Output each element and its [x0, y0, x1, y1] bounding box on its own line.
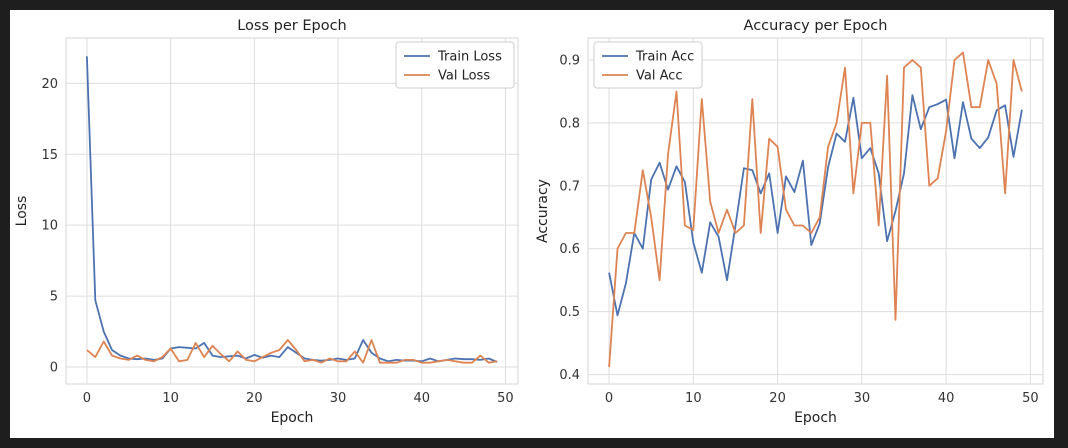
legend: Train Acc Val Acc — [593, 41, 703, 89]
chart-1: 0 10 20 30 40 50 0 5 10 15 20 Loss per Epoch Epoch Lo… — [14, 18, 519, 426]
y-axis-label: Accuracy — [535, 179, 551, 243]
figure: 0 10 20 30 40 50 0 5 10 15 20 Loss per Epoch Epoch Lo… — [10, 10, 1054, 438]
y-axis-label: Loss — [14, 196, 30, 227]
x-tick-label: 10 — [162, 391, 179, 406]
x-tick-label: 20 — [246, 391, 263, 406]
legend-box — [395, 41, 515, 89]
y-tick-label: 0.8 — [559, 116, 580, 131]
series-line-val-acc — [608, 51, 1023, 368]
legend-label: Val Acc — [636, 69, 683, 84]
x-tick-label: 0 — [605, 391, 613, 406]
legend-box — [593, 41, 703, 89]
x-tick-label: 30 — [330, 391, 347, 406]
x-tick-label: 50 — [497, 391, 514, 406]
y-tick-label: 20 — [41, 77, 58, 92]
legend-label: Train Loss — [437, 50, 502, 65]
x-tick-label: 10 — [685, 391, 702, 406]
chart-title: Loss per Epoch — [237, 18, 347, 34]
figure-svg: 0 10 20 30 40 50 0 5 10 15 20 Loss per Epoch Epoch Lo… — [14, 18, 1044, 426]
plot-area — [587, 37, 1044, 385]
x-tick-label: 30 — [854, 391, 871, 406]
y-tick-label: 0.5 — [559, 305, 580, 320]
y-tick-label: 0 — [50, 360, 58, 375]
plot-area — [65, 37, 519, 385]
x-tick-label: 0 — [83, 391, 91, 406]
x-tick-label: 40 — [413, 391, 430, 406]
series-line-train-acc — [608, 94, 1023, 317]
x-tick-label: 20 — [769, 391, 786, 406]
legend-label: Train Acc — [635, 50, 694, 65]
y-tick-label: 0.9 — [559, 54, 580, 69]
x-tick-label: 50 — [1022, 391, 1039, 406]
series-line-val-loss — [86, 339, 498, 364]
y-tick-label: 0.7 — [559, 179, 580, 194]
x-axis-label: Epoch — [271, 410, 314, 426]
chart-2: 0 10 20 30 40 50 0.4 0.5 0.6 0.7 0.8 0.9 Accuracy pe… — [535, 18, 1044, 426]
y-tick-label: 0.6 — [559, 242, 580, 257]
y-tick-label: 0.4 — [559, 368, 580, 383]
y-tick-label: 10 — [41, 219, 58, 234]
legend-label: Val Loss — [438, 69, 490, 84]
y-tick-label: 15 — [41, 148, 58, 163]
legend: Train Loss Val Loss — [395, 41, 515, 89]
chart-title: Accuracy per Epoch — [744, 18, 888, 34]
x-tick-label: 40 — [938, 391, 955, 406]
y-tick-label: 5 — [50, 290, 58, 305]
x-axis-label: Epoch — [794, 410, 837, 426]
